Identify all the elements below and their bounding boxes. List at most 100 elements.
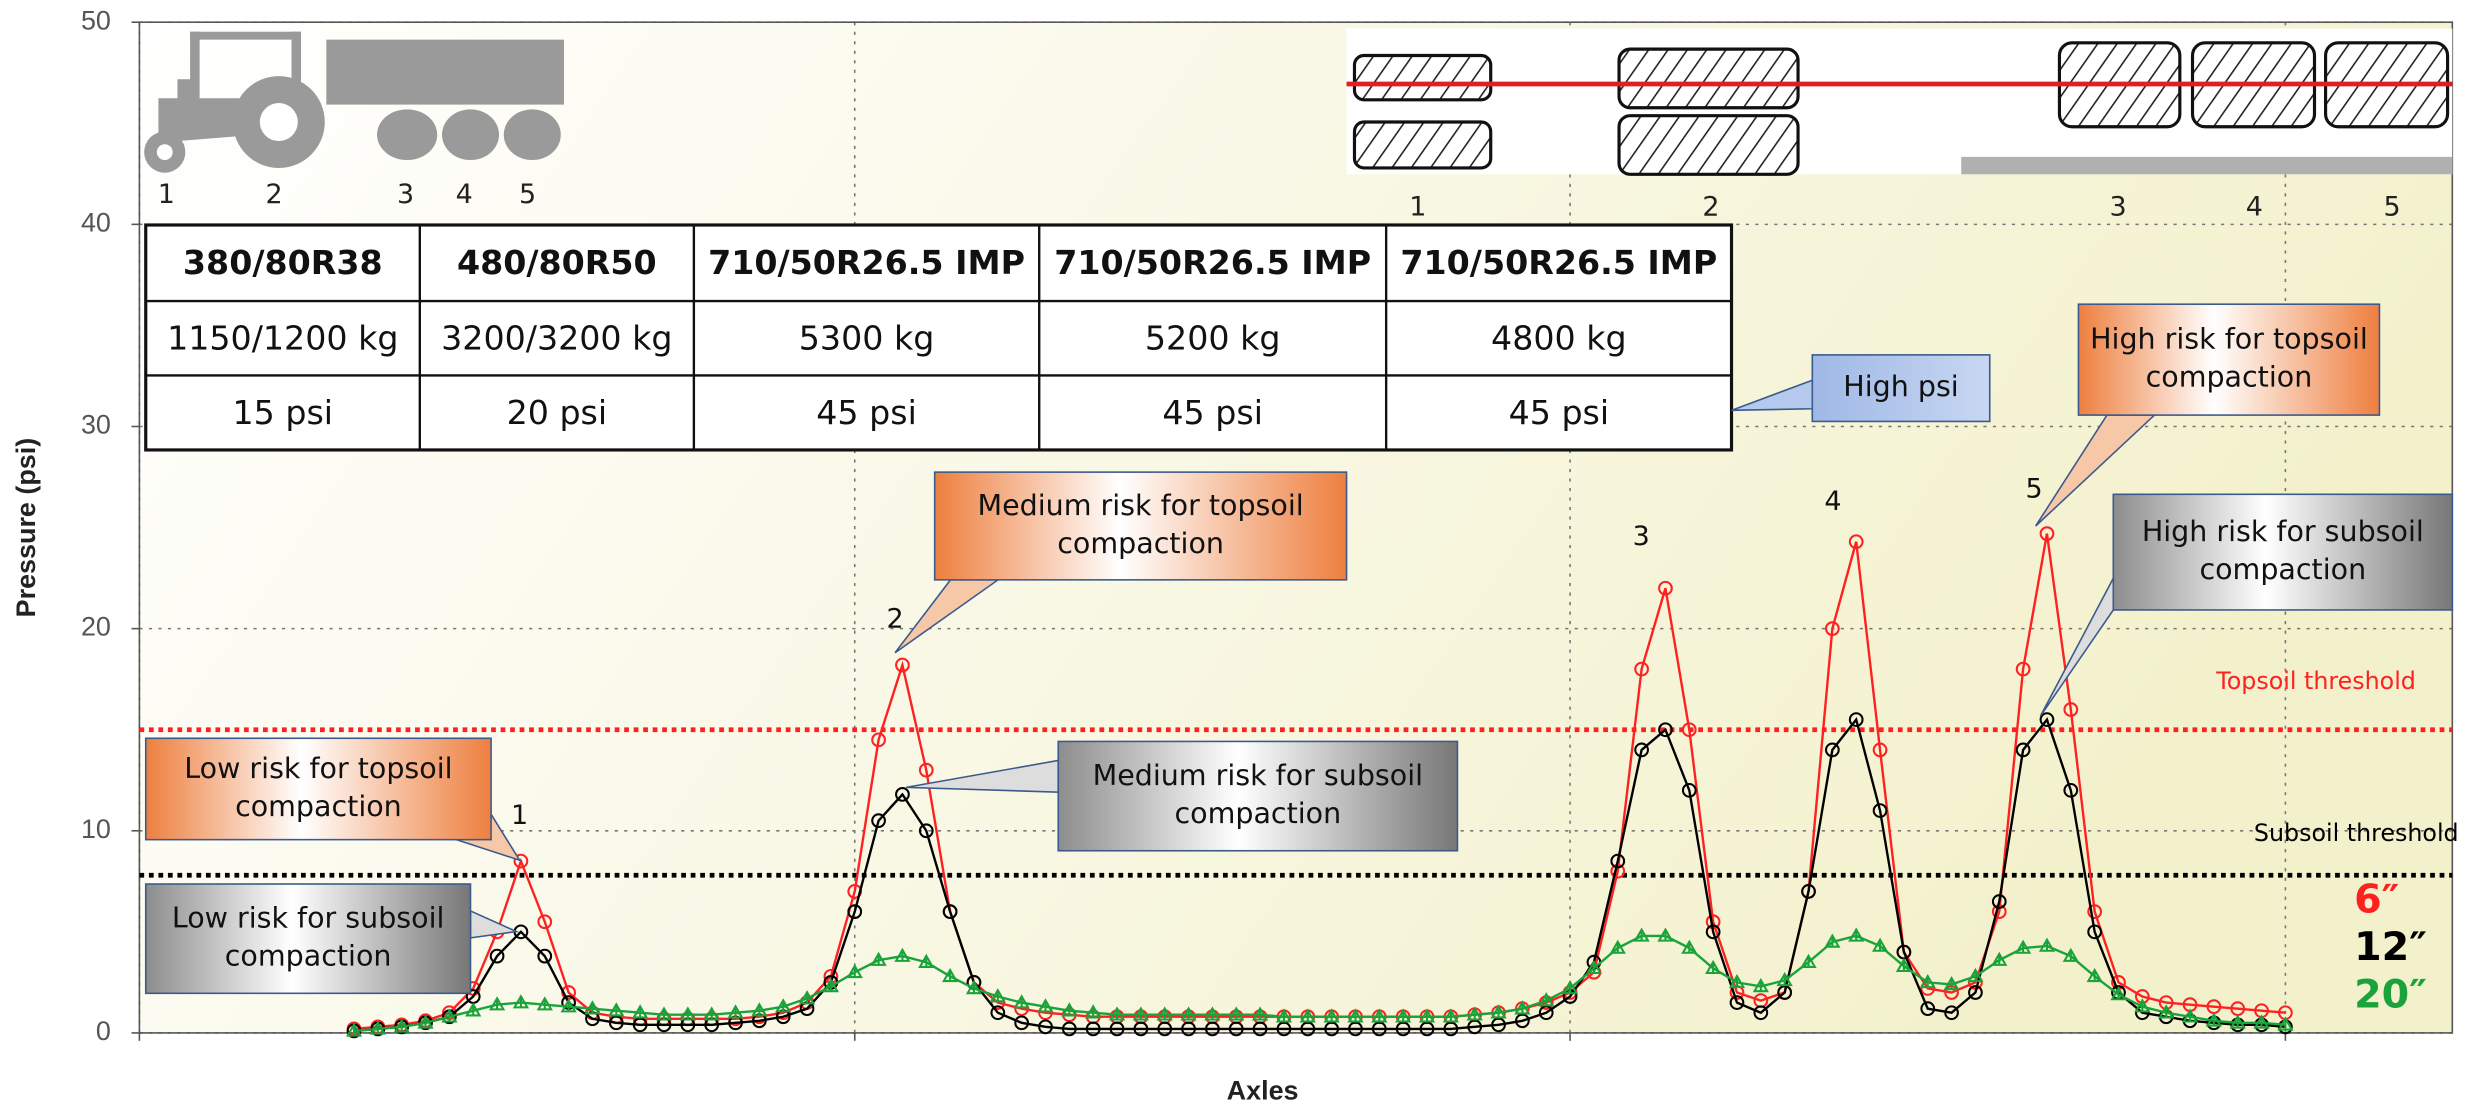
- y-axis-title: Pressure (psi): [11, 438, 41, 618]
- series-marker: [537, 914, 553, 930]
- series-marker: [1848, 712, 1864, 727]
- series-marker: [1728, 973, 1746, 989]
- series-marker: [1943, 975, 1960, 991]
- series-marker: [488, 996, 506, 1011]
- callout-text: High risk for topsoil: [2090, 323, 2368, 356]
- series-marker: [942, 904, 958, 920]
- diagram-labels: 1 2 3 4 5 1 2 3 4 5: [158, 179, 2401, 223]
- table-cell: 1150/1200 kg: [167, 318, 398, 357]
- series-marker: [1634, 742, 1649, 758]
- series-marker: [1419, 1021, 1435, 1037]
- series-marker: [1275, 1008, 1293, 1023]
- series-marker: [632, 1004, 649, 1019]
- threshold-label: Subsoil threshold: [2254, 819, 2459, 847]
- series-marker: [1848, 534, 1864, 550]
- series-marker: [1895, 957, 1912, 972]
- callout-box: [1811, 354, 1991, 423]
- series-marker: [1490, 1004, 1507, 1019]
- series-marker: [1610, 853, 1626, 869]
- series-marker: [1824, 742, 1840, 758]
- series-marker: [1204, 1006, 1221, 1021]
- callout-box: [2112, 493, 2454, 611]
- axle-label: 4: [456, 179, 473, 210]
- callout-box: [2077, 303, 2381, 416]
- series-marker: [1323, 1008, 1340, 1023]
- series-marker: [1968, 985, 1983, 1000]
- series-marker: [608, 1015, 624, 1031]
- series-marker: [513, 853, 529, 869]
- series-marker: [1991, 894, 2007, 909]
- series-marker: [1014, 1015, 1030, 1031]
- series-marker: [2253, 1014, 2270, 1029]
- table-cell: 4800 kg: [1491, 318, 1627, 357]
- series-marker: [1871, 937, 1889, 952]
- series-marker: [1824, 933, 1841, 948]
- series-line: [353, 934, 2286, 1033]
- table-cell: 5200 kg: [1145, 318, 1281, 357]
- series-marker: [1729, 995, 1745, 1010]
- table-cell: 45 psi: [1509, 393, 1610, 432]
- series-marker: [1681, 782, 1697, 798]
- series-marker: [871, 813, 886, 829]
- series-marker: [1467, 1019, 1483, 1035]
- callout-text: High psi: [1843, 370, 1958, 403]
- axle-label: 5: [2384, 191, 2401, 222]
- series-marker: [1919, 973, 1936, 989]
- series-marker: [1228, 1006, 1245, 1021]
- axle-label: 1: [1409, 191, 1426, 222]
- series-marker: [2039, 712, 2055, 727]
- series-marker: [1443, 1021, 1459, 1037]
- series-marker: [2110, 986, 2127, 1001]
- table-cell: 480/80R50: [457, 243, 657, 282]
- series-marker: [1752, 978, 1769, 993]
- series-marker: [345, 1022, 363, 1037]
- peak-label: 3: [1633, 521, 1650, 552]
- series-marker: [1585, 959, 1603, 975]
- callout-text: compaction: [2199, 553, 2366, 586]
- series-marker: [870, 951, 887, 966]
- series-marker: [2087, 904, 2103, 920]
- axle-label: 2: [1702, 191, 1719, 222]
- series-marker: [895, 787, 910, 802]
- threshold-label: Topsoil threshold: [2215, 667, 2416, 695]
- peak-label: 5: [2026, 473, 2043, 504]
- series-marker: [1920, 1001, 1936, 1017]
- peak-label: 2: [886, 603, 903, 634]
- series-marker: [1108, 1006, 1126, 1021]
- series-marker: [1156, 1006, 1173, 1021]
- series-marker: [1777, 985, 1793, 1000]
- series-marker: [1395, 1021, 1411, 1037]
- callout-text: compaction: [225, 940, 392, 973]
- series-line: [353, 716, 2286, 1033]
- series-marker: [1395, 1008, 1412, 1023]
- series-marker: [942, 967, 959, 983]
- table-cell: 710/50R26.5 IMP: [1054, 243, 1371, 282]
- series-marker: [1991, 951, 2008, 966]
- series-marker: [822, 978, 840, 993]
- series-marker: [1133, 1021, 1149, 1037]
- series-marker: [871, 732, 886, 748]
- series-marker: [1371, 1021, 1387, 1037]
- tire-diagram: [1346, 28, 2453, 176]
- series-marker: [584, 1000, 601, 1015]
- table-cell: 3200/3200 kg: [441, 318, 672, 357]
- series-marker: [1085, 1021, 1101, 1037]
- series-marker: [536, 996, 553, 1011]
- series-marker: [1109, 1021, 1125, 1037]
- series-marker: [1300, 1021, 1316, 1037]
- series-marker: [1442, 1008, 1459, 1023]
- series-marker: [560, 998, 577, 1013]
- series-marker: [2205, 1012, 2222, 1027]
- series-marker: [1681, 939, 1698, 954]
- series-marker: [2015, 939, 2032, 954]
- series-marker: [1658, 722, 1673, 738]
- table-cell: 380/80R38: [183, 243, 383, 282]
- legend-entry: 12″: [2354, 924, 2427, 970]
- series-marker: [512, 994, 530, 1009]
- series-marker: [2158, 1004, 2175, 1019]
- series-marker: [1538, 992, 1555, 1007]
- series-marker: [417, 1014, 434, 1029]
- series-marker: [1561, 980, 1579, 995]
- series-marker: [1347, 1008, 1364, 1023]
- y-tick-label: 0: [96, 1016, 111, 1046]
